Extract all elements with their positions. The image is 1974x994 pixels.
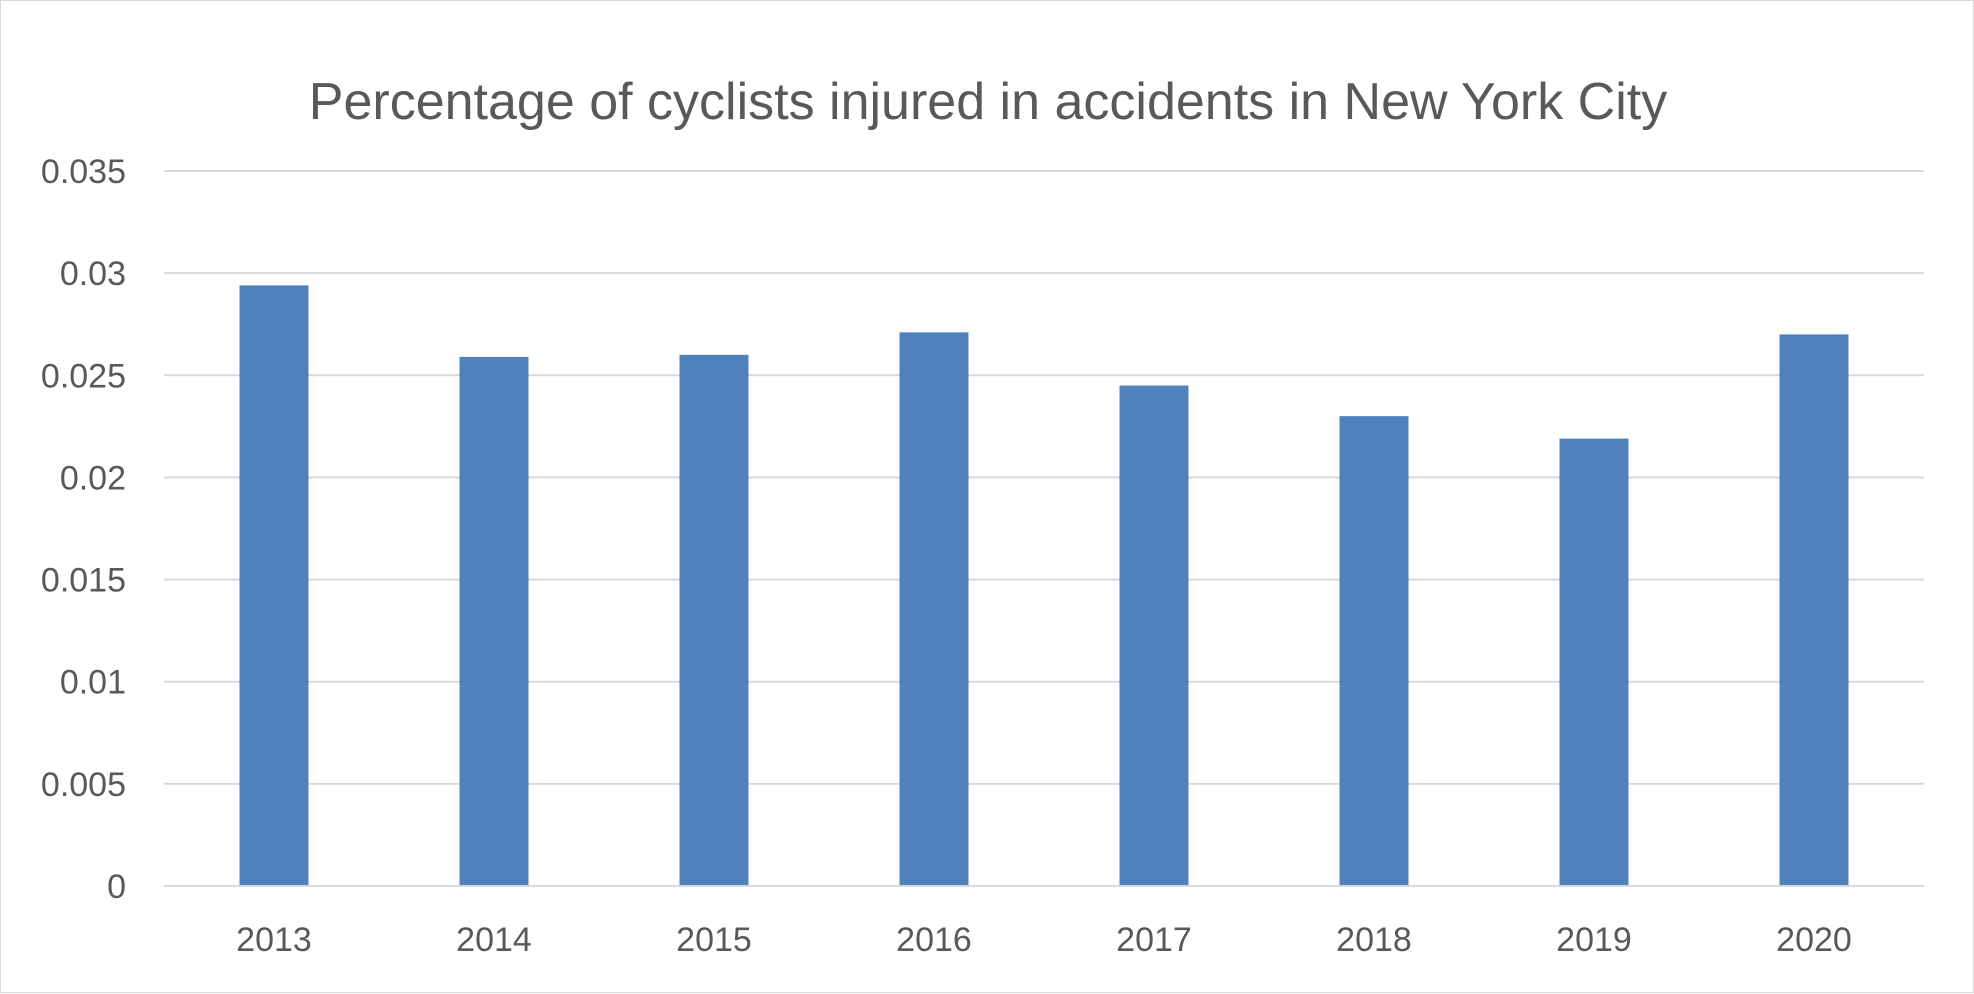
y-tick-label: 0.025 [41,357,126,395]
bar-2018 [1339,416,1409,886]
x-tick-label: 2015 [676,921,752,959]
bar-2017 [1119,385,1189,886]
x-tick-label: 2018 [1336,921,1412,959]
y-tick-label: 0.02 [60,459,126,497]
x-tick-label: 2016 [896,921,972,959]
bar-2020 [1779,334,1849,886]
y-tick-label: 0.005 [41,766,126,804]
y-tick-label: 0 [107,868,126,906]
x-tick-label: 2020 [1776,921,1852,959]
y-tick-label: 0.035 [41,153,126,191]
bar-2019 [1559,438,1629,886]
y-tick-label: 0.03 [60,255,126,293]
x-tick-label: 2017 [1116,921,1192,959]
x-tick-label: 2019 [1556,921,1632,959]
bar-2013 [239,285,309,886]
bar-2015 [679,354,749,886]
y-tick-label: 0.015 [41,562,126,600]
gridlines [164,170,1924,785]
chart-title: Percentage of cyclists injured in accide… [309,73,1667,131]
bar-2016 [899,332,969,886]
x-tick-label: 2014 [456,921,532,959]
bars [239,285,1849,886]
x-tick-label: 2013 [236,921,312,959]
bar-2014 [459,356,529,886]
y-axis-tick-labels: 0 0.005 0.01 0.015 0.02 0.025 0.03 0.035 [41,153,126,906]
x-axis-tick-labels: 2013 2014 2015 2016 2017 2018 2019 2020 [236,921,1852,959]
y-tick-label: 0.01 [60,664,126,702]
